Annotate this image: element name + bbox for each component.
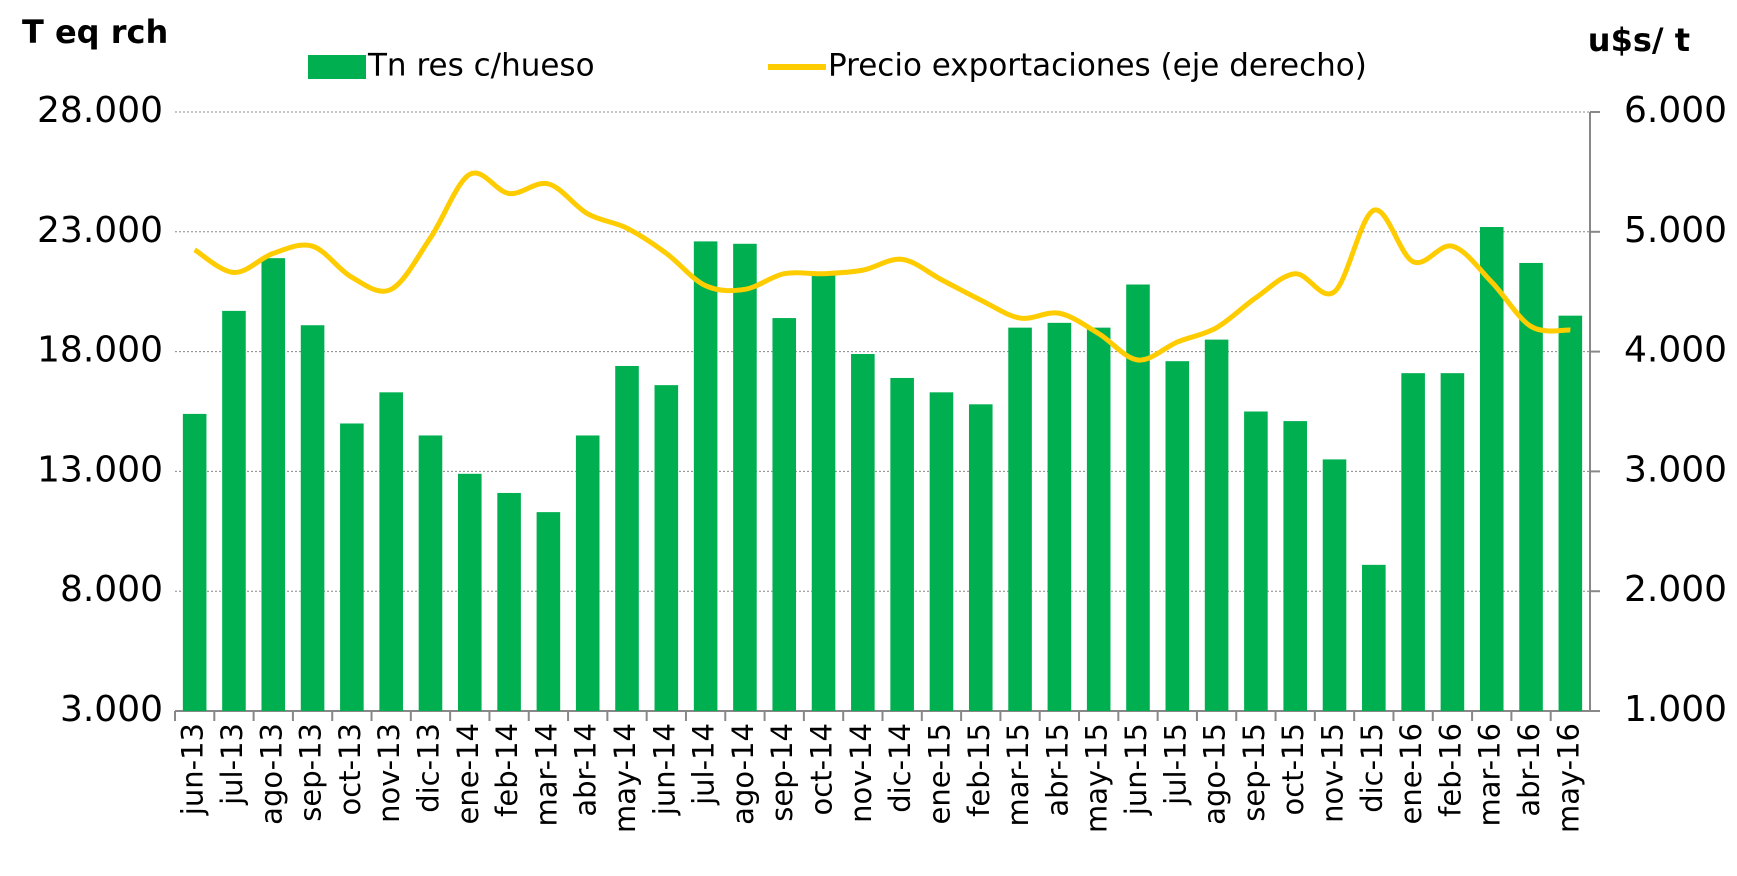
x-tick-label: may-14 <box>608 723 642 833</box>
x-tick-label: oct-15 <box>1276 723 1310 815</box>
bar <box>1204 339 1229 711</box>
x-tick-label: sep-15 <box>1237 723 1271 822</box>
bar <box>458 473 482 711</box>
x-tick-label: ene-16 <box>1394 723 1428 824</box>
bar <box>615 365 639 711</box>
x-tick-label: nov-15 <box>1316 723 1350 823</box>
bar <box>693 241 718 711</box>
x-tick-label: jun-14 <box>647 723 681 816</box>
bar <box>575 435 600 711</box>
x-tick-label: sep-13 <box>294 723 328 822</box>
x-tick-label: mar-14 <box>529 723 563 826</box>
bar <box>1086 327 1111 711</box>
bar <box>968 404 993 711</box>
x-tick-label: jul-14 <box>687 723 721 806</box>
y-tick-label: 8.000 <box>60 569 163 610</box>
bar <box>1047 322 1072 711</box>
x-tick-label: jul-15 <box>1158 723 1192 806</box>
legend-label: Tn res c/hueso <box>367 48 595 84</box>
y-tick-label: 18.000 <box>37 330 163 371</box>
y-tick-label: 23.000 <box>37 210 163 251</box>
x-tick-label: dic-15 <box>1355 723 1389 813</box>
y-tick-label: 13.000 <box>37 449 163 490</box>
bar <box>1519 262 1543 711</box>
y-tick-label: 28.000 <box>37 90 163 131</box>
bar <box>1479 227 1504 711</box>
y2-tick-label: 5.000 <box>1624 210 1727 251</box>
legend-swatch <box>308 55 366 79</box>
bar <box>811 274 836 711</box>
bar <box>1558 315 1583 711</box>
x-tick-label: feb-16 <box>1433 723 1467 817</box>
x-tick-label: ene-14 <box>451 723 485 824</box>
x-tick-label: mar-15 <box>1001 723 1035 826</box>
bar <box>1401 373 1425 711</box>
line <box>193 170 1571 363</box>
bar <box>772 318 797 711</box>
x-tick-label: abr-15 <box>1040 723 1074 817</box>
x-tick-label: dic-14 <box>883 723 917 813</box>
bar <box>222 310 246 711</box>
bar <box>261 258 286 711</box>
x-tick-label: may-16 <box>1551 723 1585 833</box>
bar <box>1008 327 1032 711</box>
x-tick-label: ago-14 <box>726 723 760 825</box>
y2-tick-label: 4.000 <box>1624 330 1727 371</box>
bar <box>1440 373 1465 711</box>
y-tick-label: 3.000 <box>60 689 163 730</box>
x-tick-label: ene-15 <box>922 723 956 824</box>
x-tick-label: abr-16 <box>1512 723 1546 817</box>
bar <box>1165 361 1190 711</box>
x-tick-label: sep-14 <box>765 723 799 822</box>
y2-axis-title: u$s/ t <box>1588 21 1690 59</box>
y2-tick-label: 3.000 <box>1624 449 1727 490</box>
bar <box>182 413 207 711</box>
x-tick-label: mar-16 <box>1473 723 1507 826</box>
legend-label: Precio exportaciones (eje derecho) <box>828 48 1367 84</box>
bar <box>340 423 364 711</box>
bar <box>300 325 325 711</box>
bar <box>929 392 954 711</box>
bar <box>1362 564 1386 711</box>
x-tick-label: jul-13 <box>215 723 249 806</box>
bar <box>379 392 403 711</box>
x-tick-label: oct-13 <box>333 723 367 815</box>
bar <box>1244 411 1268 711</box>
bar <box>497 492 521 711</box>
x-tick-label: nov-14 <box>844 723 878 823</box>
x-tick-label: nov-13 <box>372 723 406 823</box>
x-tick-label: feb-14 <box>490 723 524 817</box>
x-tick-label: may-15 <box>1080 723 1114 833</box>
x-tick-label: jun-15 <box>1119 723 1153 816</box>
x-tick-label: abr-14 <box>569 723 603 817</box>
x-tick-label: jun-13 <box>176 723 210 816</box>
x-tick-label: feb-15 <box>962 723 996 817</box>
y2-tick-label: 2.000 <box>1624 569 1727 610</box>
bar <box>890 377 914 711</box>
x-tick-label: ago-13 <box>254 723 288 825</box>
x-tick-label: dic-13 <box>411 723 445 813</box>
x-tick-label: oct-14 <box>805 723 839 815</box>
bar <box>851 353 875 711</box>
bar <box>654 385 679 711</box>
x-tick-label: ago-15 <box>1198 723 1232 825</box>
bar <box>733 243 757 711</box>
bar <box>1322 459 1347 711</box>
bar <box>1126 284 1150 711</box>
y2-tick-label: 6.000 <box>1624 90 1727 131</box>
bar <box>536 512 561 711</box>
bar <box>1283 421 1307 711</box>
bar <box>418 435 443 711</box>
y2-tick-label: 1.000 <box>1624 689 1727 730</box>
y-axis-title: T eq rch <box>22 13 168 51</box>
